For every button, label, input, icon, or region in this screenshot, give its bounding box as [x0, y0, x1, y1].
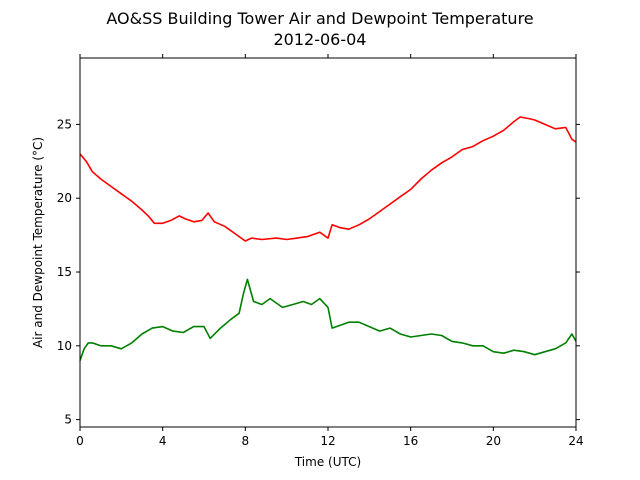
x-tick-label: 8 [242, 434, 250, 448]
chart-title: AO&SS Building Tower Air and Dewpoint Te… [106, 9, 533, 28]
y-tick-label: 15 [57, 265, 72, 279]
x-tick-label: 12 [320, 434, 335, 448]
x-tick-label: 20 [486, 434, 501, 448]
y-tick-label: 25 [57, 117, 72, 131]
y-tick-label: 10 [57, 339, 72, 353]
y-axis: 5 10 15 20 25 [57, 117, 580, 427]
x-axis-label: Time (UTC) [294, 455, 361, 469]
x-tick-label: 24 [568, 434, 583, 448]
series-line-0 [79, 116, 577, 242]
x-tick-label: 0 [76, 434, 84, 448]
y-tick-label: 5 [64, 413, 72, 427]
chart-subtitle: 2012-06-04 [274, 30, 367, 49]
y-axis-label: Air and Dewpoint Temperature (°C) [31, 137, 45, 348]
x-tick-label: 16 [403, 434, 418, 448]
x-tick-label: 4 [159, 434, 167, 448]
plot-frame [79, 57, 577, 428]
series-line-1 [79, 278, 577, 361]
series-layer [79, 116, 577, 361]
y-tick-label: 20 [57, 191, 72, 205]
x-axis: 0 4 8 12 16 20 24 [76, 54, 584, 448]
